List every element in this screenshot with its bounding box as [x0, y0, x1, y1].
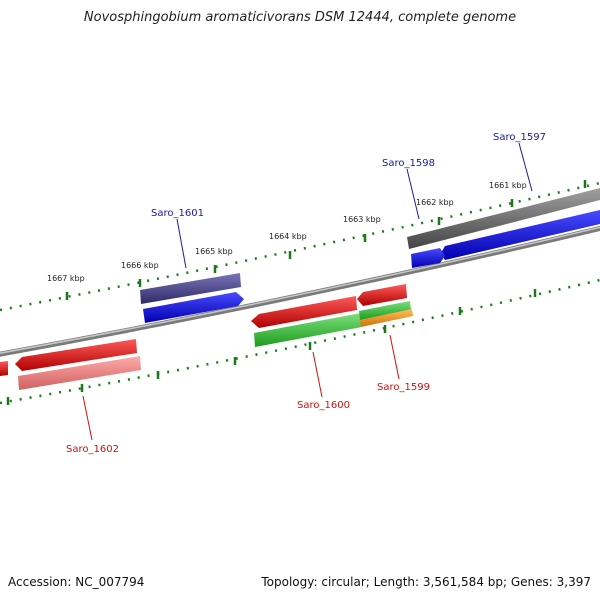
scale-label: 1663 kbp — [343, 215, 381, 224]
scale-label: 1666 kbp — [121, 261, 159, 270]
gene-feature-saro-1600-cds[interactable] — [251, 296, 357, 328]
genome-title: Novosphingobium aromaticivorans DSM 1244… — [83, 10, 517, 25]
gene-label-saro-1597[interactable]: Saro_1597 — [493, 132, 546, 143]
scale-labels: 1667 kbp 1666 kbp 1665 kbp 1664 kbp 1663… — [47, 181, 527, 283]
gene-label-saro-1602[interactable]: Saro_1602 — [66, 444, 119, 455]
gene-feature-saro-1597[interactable] — [441, 210, 600, 260]
gene-feature-green-small[interactable] — [359, 301, 411, 320]
accession-text: Accession: NC_007794 — [8, 575, 145, 589]
genome-backbone — [0, 225, 600, 357]
scale-label: 1664 kbp — [269, 232, 307, 241]
major-ticks-upper — [65, 180, 587, 300]
scale-label: 1662 kbp — [416, 198, 454, 207]
gene-label-saro-1598[interactable]: Saro_1598 — [382, 158, 435, 169]
gene-label-saro-1600[interactable]: Saro_1600 — [297, 400, 350, 411]
gene-feature-slate[interactable] — [140, 273, 241, 304]
gene-feature-red-edge[interactable] — [0, 361, 8, 376]
gene-feature-gray[interactable] — [407, 188, 600, 249]
gene-label-saro-1599[interactable]: Saro_1599 — [377, 382, 430, 393]
genome-summary: Topology: circular; Length: 3,561,584 bp… — [261, 575, 591, 589]
scale-label: 1665 kbp — [195, 247, 233, 256]
scale-ruler-lower — [0, 278, 600, 405]
scale-label: 1667 kbp — [47, 274, 85, 283]
leader-lines-minus — [82, 334, 400, 441]
gene-feature-orange[interactable] — [360, 309, 413, 327]
major-ticks-lower — [6, 289, 537, 405]
gene-feature-saro-1598[interactable] — [411, 248, 445, 268]
gene-feature-pink[interactable] — [18, 356, 141, 390]
gene-label-saro-1601[interactable]: Saro_1601 — [151, 208, 204, 219]
gene-feature-saro-1602[interactable] — [15, 339, 137, 371]
gene-feature-saro-1599-cds[interactable] — [357, 284, 407, 306]
genome-backbone-highlight — [0, 226, 600, 354]
gene-feature-green[interactable] — [254, 313, 362, 347]
leader-lines-plus — [176, 142, 533, 269]
scale-label: 1661 kbp — [489, 181, 527, 190]
gene-feature-saro-1601[interactable] — [143, 292, 244, 323]
scale-ruler-upper — [0, 181, 600, 312]
